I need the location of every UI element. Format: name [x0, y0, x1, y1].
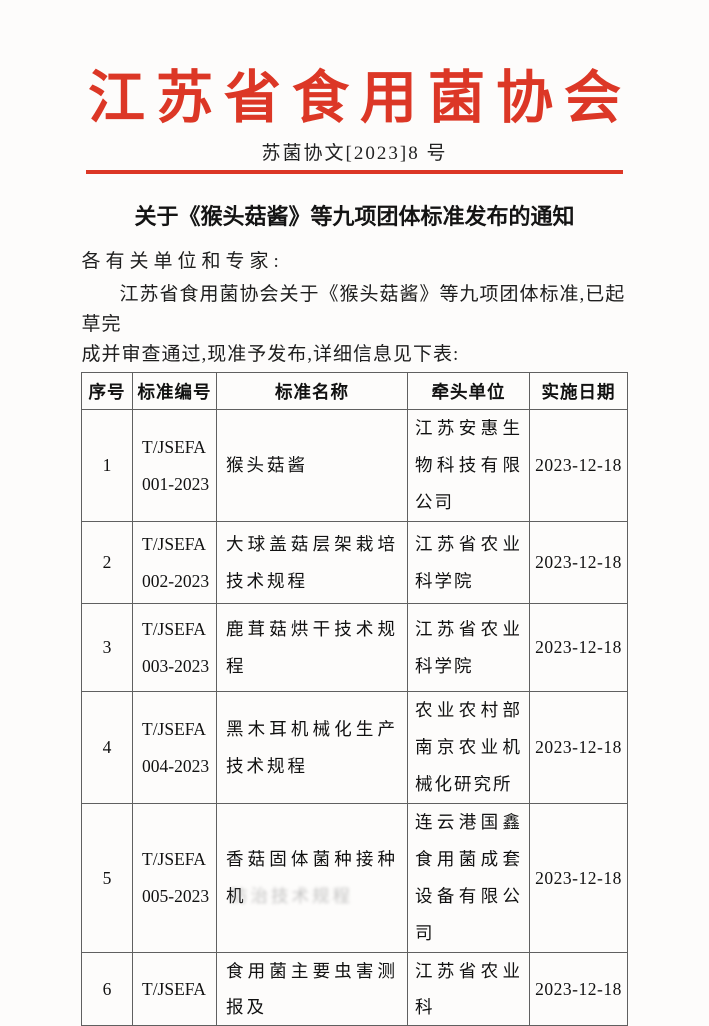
col-header-org: 牵头单位	[407, 372, 530, 410]
cell-code: T/JSEFA 004-2023	[132, 691, 217, 804]
cell-seq: 2	[81, 521, 133, 604]
cell-name: 食用菌主要虫害测报及	[216, 952, 408, 1026]
standard-code-line: T/JSEFA	[142, 979, 206, 999]
cell-seq: 1	[81, 409, 133, 522]
table-row: 5 T/JSEFA 005-2023 香菇固体菌种接种机 连云港国鑫食用菌成套设…	[81, 803, 628, 953]
cell-code: T/JSEFA	[132, 952, 217, 1026]
cell-date: 2023-12-18	[529, 409, 628, 522]
paragraph-line-2: 成并审查通过,现准予发布,详细信息见下表:	[81, 344, 460, 365]
cell-code: T/JSEFA 005-2023	[132, 803, 217, 953]
cell-org: 江苏省农业科学院	[407, 521, 530, 604]
cell-date: 2023-12-18	[529, 803, 628, 953]
salutation: 各有关单位和专家:	[81, 251, 284, 272]
cell-name: 猴头菇酱	[216, 409, 408, 522]
cell-org: 江苏省农业科	[407, 952, 530, 1026]
cell-date: 2023-12-18	[529, 691, 628, 804]
cell-org: 江苏省农业科学院	[407, 603, 530, 692]
standard-code-line: 005-2023	[142, 886, 210, 906]
cell-seq: 5	[81, 803, 133, 953]
cell-date: 2023-12-18	[529, 952, 628, 1026]
cell-name: 黑木耳机械化生产技术规程	[216, 691, 408, 804]
cell-code: T/JSEFA 002-2023	[132, 521, 217, 604]
cell-date: 2023-12-18	[529, 603, 628, 692]
cell-date: 2023-12-18	[529, 521, 628, 604]
cell-org: 连云港国鑫食用菌成套设备有限公司	[407, 803, 530, 953]
cell-code: T/JSEFA 001-2023	[132, 409, 217, 522]
table-row: 4 T/JSEFA 004-2023 黑木耳机械化生产技术规程 农业农村部南京农…	[81, 691, 628, 804]
cell-name: 鹿茸菇烘干技术规程	[216, 603, 408, 692]
col-header-name: 标准名称	[216, 372, 408, 410]
cell-name: 香菇固体菌种接种机	[216, 803, 408, 953]
standard-code-line: 001-2023	[142, 473, 210, 494]
standards-table: 序号 标准编号 标准名称 牵头单位 实施日期 1 T/JSEFA 001-202…	[81, 372, 628, 1026]
standard-code-line: 003-2023	[142, 655, 210, 676]
standard-code-line: T/JSEFA	[142, 618, 206, 639]
notice-title: 关于《猴头菇酱》等九项团体标准发布的通知	[134, 204, 575, 229]
red-divider	[86, 170, 623, 174]
cell-org: 农业农村部南京农业机械化研究所	[407, 691, 530, 804]
table-row: 3 T/JSEFA 003-2023 鹿茸菇烘干技术规程 江苏省农业科学院 20…	[81, 603, 628, 692]
table-header-row: 序号 标准编号 标准名称 牵头单位 实施日期	[81, 372, 628, 410]
standard-code-line: T/JSEFA	[142, 436, 206, 457]
table-row: 2 T/JSEFA 002-2023 大球盖菇层架栽培技术规程 江苏省农业科学院…	[81, 521, 628, 604]
cell-seq: 3	[81, 603, 133, 692]
standard-code-line: 002-2023	[142, 570, 210, 591]
org-title: 江苏省食用菌协会	[88, 67, 632, 130]
cell-seq: 4	[81, 691, 133, 804]
standard-code-line: T/JSEFA	[142, 718, 206, 739]
table-row: 6 T/JSEFA 食用菌主要虫害测报及 江苏省农业科 2023-12-18	[81, 952, 628, 1026]
document-page: 江苏省食用菌协会 苏菌协文[2023]8 号 关于《猴头菇酱》等九项团体标准发布…	[81, 67, 632, 1026]
standard-code-line: T/JSEFA	[142, 533, 206, 554]
cell-seq: 6	[81, 952, 133, 1026]
col-header-seq: 序号	[81, 372, 133, 410]
paragraph-line-1: 江苏省食用菌协会关于《猴头菇酱》等九项团体标准,已起草完	[81, 284, 626, 335]
cell-code: T/JSEFA 003-2023	[132, 603, 217, 692]
standard-code-line: T/JSEFA	[142, 849, 206, 869]
cell-org: 江苏安惠生物科技有限公司	[407, 409, 530, 522]
table-row: 1 T/JSEFA 001-2023 猴头菇酱 江苏安惠生物科技有限公司 202…	[81, 409, 628, 522]
standard-code-line: 004-2023	[142, 755, 210, 776]
cell-name: 大球盖菇层架栽培技术规程	[216, 521, 408, 604]
doc-number: 苏菌协文[2023]8 号	[261, 143, 448, 164]
col-header-code: 标准编号	[132, 372, 217, 410]
col-header-date: 实施日期	[529, 372, 628, 410]
